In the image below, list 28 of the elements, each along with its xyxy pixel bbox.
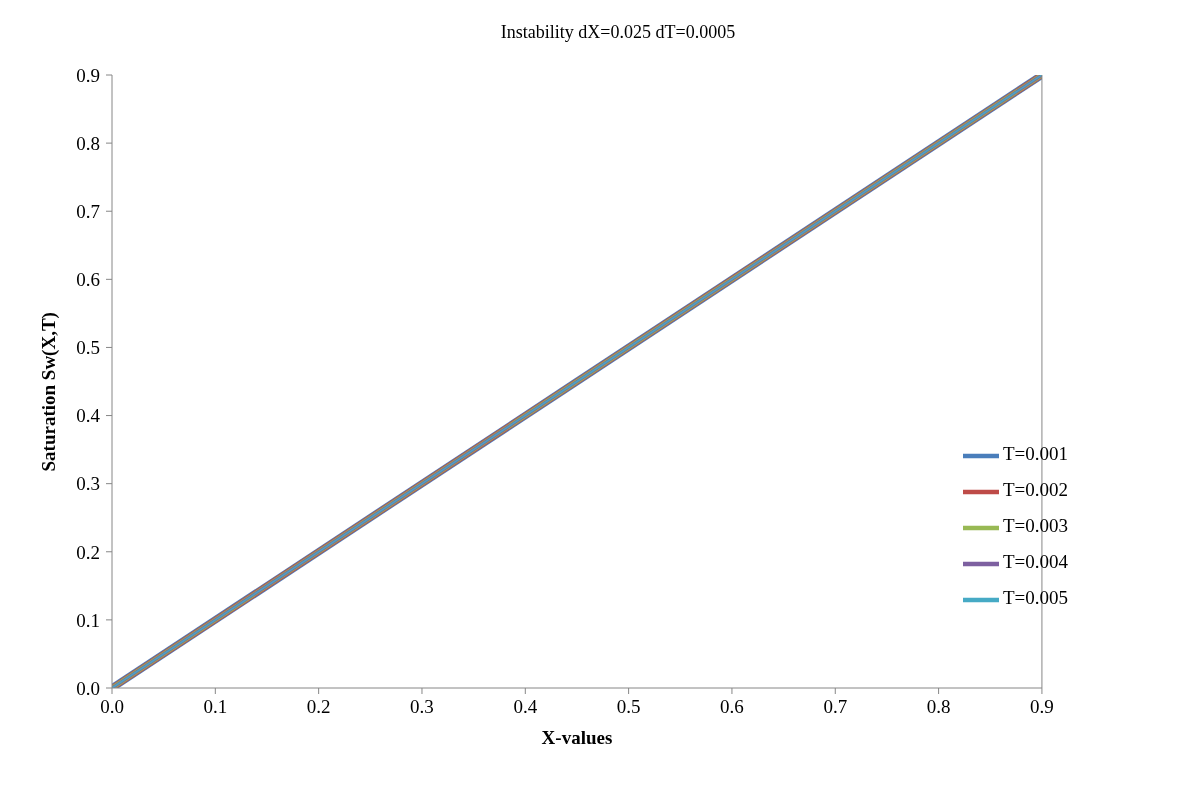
y-tick-label: 0.9 [76,64,100,86]
y-tick-label: 0.1 [76,609,100,631]
y-tick-label: 0.6 [76,269,100,291]
y-tick-label: 0.0 [76,677,100,699]
x-tick-label: 0.7 [823,696,848,718]
y-tick-label: 0.2 [76,541,100,563]
x-tick-label: 0.6 [720,696,744,718]
y-tick-label: 0.4 [76,405,101,427]
legend-label: T=0.005 [1002,586,1068,608]
y-tick-label: 0.7 [76,200,100,222]
x-axis-title: X-values [541,727,613,748]
x-tick-label: 0.3 [410,696,434,718]
x-tick-label: 0.2 [306,696,331,718]
legend-label: T=0.003 [1002,514,1068,536]
x-tick-label: 0.8 [926,696,951,718]
legend-label: T=0.001 [1002,442,1068,464]
y-tick-label: 0.3 [76,473,100,495]
chart-title: Instability dX=0.025 dT=0.0005 [499,22,737,43]
y-tick-label: 0.8 [76,132,100,154]
x-tick-label: 0.4 [513,696,538,718]
legend-label: T=0.004 [1002,550,1068,572]
x-tick-label: 0.9 [1030,696,1054,718]
y-axis-title: Saturation Sw(X,T) [37,312,60,472]
x-tick-label: 0.0 [100,696,124,718]
x-tick-label: 0.1 [203,696,228,718]
x-tick-label: 0.5 [616,696,641,718]
y-tick-label: 0.5 [76,337,100,359]
legend-label: T=0.002 [1002,478,1068,500]
